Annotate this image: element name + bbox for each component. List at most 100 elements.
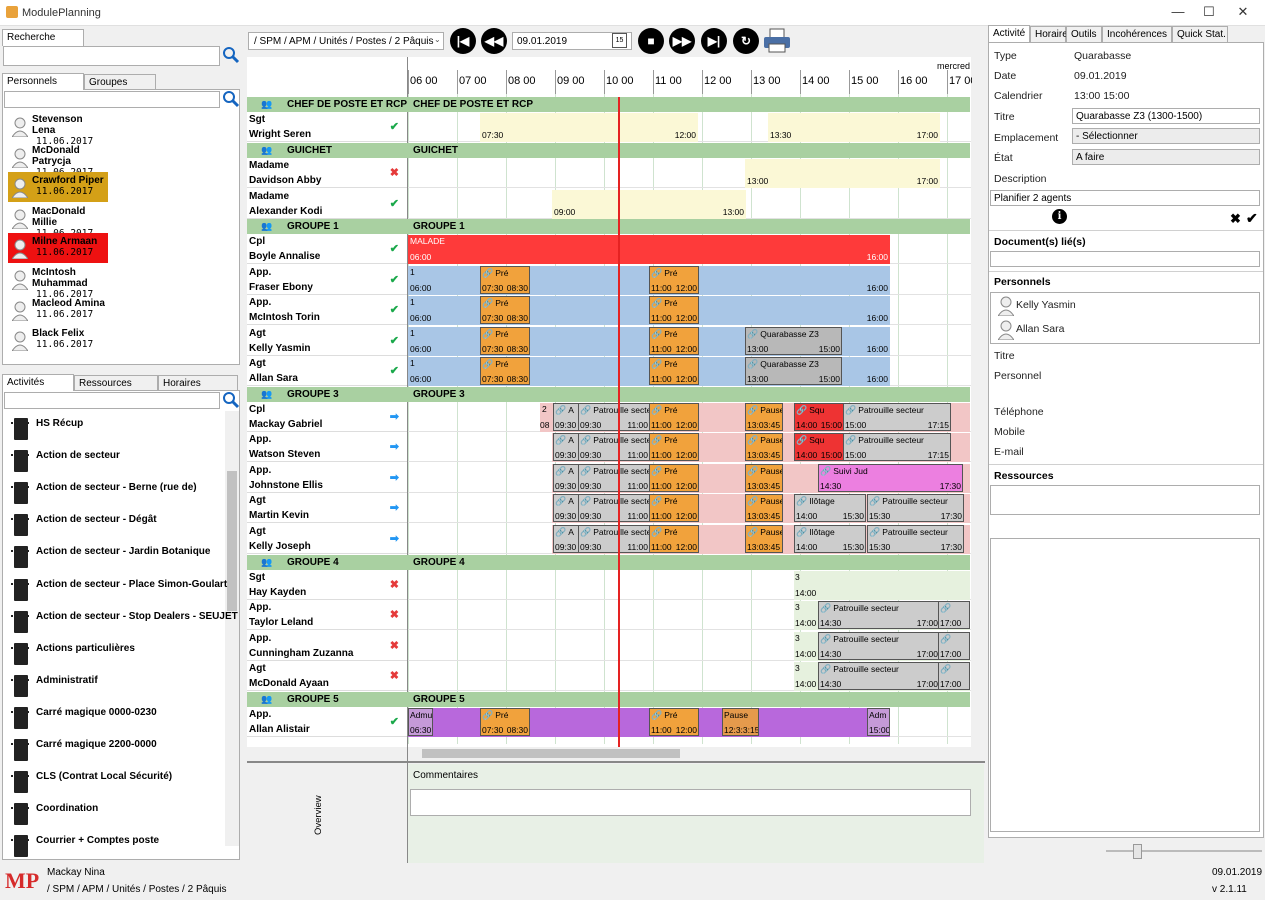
event-box[interactable]: 🔗 A 09:30 xyxy=(553,525,579,553)
event-box[interactable]: 🔗 Pré 07:30 08:30 xyxy=(480,708,530,736)
event-box[interactable]: 🔗 Pause 13:03:45 xyxy=(745,403,783,431)
personnel-search-input[interactable] xyxy=(4,91,220,108)
personnel-row[interactable]: Agt Kelly Yasmin ✔ xyxy=(247,326,407,356)
event-box[interactable]: 🔗 Suivi Jud 14:30 17:30 xyxy=(818,464,963,492)
personnel-item[interactable]: Milne Armaan 11.06.2017 xyxy=(8,233,108,264)
event-box[interactable]: 🔗 Pause 13:03:45 xyxy=(745,464,783,492)
event-box[interactable]: 🔗 Ilôtage 14:00 15:30 xyxy=(794,494,866,522)
personnel-row[interactable]: Cpl Boyle Annalise ✔ xyxy=(247,234,407,264)
event-box[interactable]: 🔗 Pré 11:00 12:00 xyxy=(649,433,699,461)
activity-item[interactable]: Actions particulières xyxy=(11,639,135,669)
event-box[interactable]: 🔗 17:00 xyxy=(938,601,970,629)
event-box[interactable]: 🔗 Pré 11:00 12:00 xyxy=(649,403,699,431)
shift-bar[interactable]: 3 14:00 xyxy=(794,571,970,600)
tab-activites[interactable]: Activités xyxy=(2,374,74,391)
activity-item[interactable]: Action de secteur - Stop Dealers - SEUJE… xyxy=(11,607,238,637)
personnel-item[interactable]: McDonald Patrycja11.06.2017 xyxy=(8,142,108,178)
personnel-row[interactable]: App. Johnstone Ellis ➡ xyxy=(247,463,407,493)
event-box[interactable]: 🔗 Pré 07:30 08:30 xyxy=(480,357,530,385)
event-box[interactable]: 🔗 Patrouille secteur 14:30 17:00 xyxy=(818,601,940,629)
tab-horaire[interactable]: Horaire xyxy=(1030,26,1068,42)
personnel-row[interactable]: Sgt Wright Seren ✔ xyxy=(247,112,407,142)
personnel-row[interactable]: Agt Martin Kevin ➡ xyxy=(247,493,407,523)
print-icon[interactable] xyxy=(763,28,791,54)
event-box[interactable]: 🔗 Patrouille secteur 15:30 17:30 xyxy=(867,525,964,553)
confirm-icon[interactable]: ✔ xyxy=(1246,210,1258,226)
documents-list[interactable] xyxy=(990,251,1260,267)
personnel-row[interactable]: Sgt Hay Kayden ✖ xyxy=(247,570,407,600)
event-box[interactable]: 🔗 Quarabasse Z3 13:00 15:00 xyxy=(745,327,842,355)
event-box[interactable]: 🔗 Patrouille secteur 14:30 17:00 xyxy=(818,632,940,660)
event-box[interactable]: 🔗 A 09:30 xyxy=(553,433,579,461)
names-hscrollbar[interactable] xyxy=(247,747,407,760)
first-icon[interactable]: |◀ xyxy=(450,28,476,54)
assigned-person[interactable]: Allan Sara xyxy=(1016,323,1065,335)
event-box[interactable]: 🔗 Patrouille secteur 15:00 17:15 xyxy=(843,433,951,461)
cancel-icon[interactable]: ✖ xyxy=(1230,211,1241,226)
tab-personnels[interactable]: Personnels xyxy=(2,73,84,90)
personnel-row[interactable]: Agt McDonald Ayaan ✖ xyxy=(247,661,407,691)
activity-item[interactable]: CLS (Contrat Local Sécurité) xyxy=(11,767,172,797)
personnel-row[interactable]: Madame Davidson Abby ✖ xyxy=(247,158,407,188)
event-box[interactable]: 🔗 Pause 13:03:45 xyxy=(745,525,783,553)
event-box[interactable]: 🔗Patrouille secteur 09:30 11:00 xyxy=(578,464,650,492)
info-icon[interactable]: i xyxy=(1052,209,1067,224)
forward-icon[interactable]: ▶▶ xyxy=(669,28,695,54)
personnel-item[interactable]: MacDonald Millie11.06.2017 xyxy=(8,203,108,239)
shift-bar[interactable]: 07:30 12:00 xyxy=(480,113,698,142)
grid-vscrollbar[interactable] xyxy=(972,57,984,747)
personnel-row[interactable]: Madame Alexander Kodi ✔ xyxy=(247,189,407,219)
ressources-list[interactable] xyxy=(990,485,1260,515)
event-box[interactable]: Pause 12:3:3:15 xyxy=(722,708,759,736)
tab-ressources[interactable]: Ressources xyxy=(74,375,158,391)
activities-scrollbar[interactable] xyxy=(225,411,239,846)
event-box[interactable]: 🔗 Pause 13:03:45 xyxy=(745,433,783,461)
stop-icon[interactable]: ■ xyxy=(638,28,664,54)
event-box[interactable]: 🔗 Patrouille secteur 14:30 17:00 xyxy=(818,662,940,690)
personnel-row[interactable]: App. Cunningham Zuzanna ✖ xyxy=(247,631,407,661)
activity-item[interactable]: Courrier + Comptes poste xyxy=(11,831,159,861)
personnel-row[interactable]: App. McIntosh Torin ✔ xyxy=(247,295,407,325)
personnel-row[interactable]: App. Watson Steven ➡ xyxy=(247,432,407,462)
activity-item[interactable]: Action de secteur - Dégât xyxy=(11,510,157,540)
activity-item[interactable]: Carré magique 2200-0000 xyxy=(11,735,157,765)
event-box[interactable]: 🔗 Pause 13:03:45 xyxy=(745,494,783,522)
grid-hscrollbar[interactable] xyxy=(408,747,971,760)
last-icon[interactable]: ▶| xyxy=(701,28,727,54)
personnel-item[interactable]: Crawford Piper 11.06.2017 xyxy=(8,172,108,203)
comments-input[interactable] xyxy=(410,789,971,816)
event-box[interactable]: 🔗 A 09:30 xyxy=(553,494,579,522)
event-box[interactable]: 🔗 Squ 14:00 15:00 xyxy=(794,403,844,431)
event-box[interactable]: 🔗 Pré 07:30 08:30 xyxy=(480,266,530,294)
personnel-row[interactable]: App. Allan Alistair ✔ xyxy=(247,707,407,737)
event-box[interactable]: 🔗 Pré 11:00 12:00 xyxy=(649,266,699,294)
tab-activite[interactable]: Activité xyxy=(988,25,1030,42)
notes-area[interactable] xyxy=(990,538,1260,832)
assigned-personnel-list[interactable] xyxy=(990,292,1260,344)
event-box[interactable]: 🔗 Pré 11:00 12:00 xyxy=(649,494,699,522)
personnel-row[interactable]: Agt Allan Sara ✔ xyxy=(247,356,407,386)
event-box[interactable]: 🔗 Quarabasse Z3 13:00 15:00 xyxy=(745,357,842,385)
event-box[interactable]: 🔗 Pré 11:00 12:00 xyxy=(649,296,699,324)
titre-input[interactable]: Quarabasse Z3 (1300-1500) xyxy=(1072,108,1260,124)
date-input[interactable]: 09.01.2019 xyxy=(512,32,632,50)
personnel-item[interactable]: Black Felix 11.06.2017 xyxy=(8,325,108,355)
event-box[interactable]: 🔗 Ilôtage 14:00 15:30 xyxy=(794,525,866,553)
event-box[interactable]: 🔗 Pré 11:00 12:00 xyxy=(649,708,699,736)
shift-bar[interactable]: 09:00 13:00 xyxy=(552,190,746,219)
minimize-button[interactable]: — xyxy=(1171,4,1185,19)
event-box[interactable]: Adm 15:00 xyxy=(867,708,890,736)
event-box[interactable]: 🔗 Pré 11:00 12:00 xyxy=(649,327,699,355)
event-box[interactable]: 🔗 Pré 11:00 12:00 xyxy=(649,525,699,553)
search-icon[interactable] xyxy=(222,46,240,64)
event-box[interactable]: 🔗 Pré 07:30 08:30 xyxy=(480,327,530,355)
event-box[interactable]: 🔗 Patrouille secteur 15:30 17:30 xyxy=(867,494,964,522)
event-box[interactable]: 🔗Patrouille secteur 09:30 11:00 xyxy=(578,525,650,553)
event-box[interactable]: 🔗 Pré 11:00 12:00 xyxy=(649,357,699,385)
absence-bar[interactable]: MALADE 06:00 16:00 xyxy=(408,235,890,264)
rewind-icon[interactable]: ◀◀ xyxy=(481,28,507,54)
event-box[interactable]: 🔗 Pré 11:00 12:00 xyxy=(649,464,699,492)
shift-bar[interactable]: 2 08 xyxy=(540,403,552,432)
tab-recherche[interactable]: Recherche xyxy=(2,29,84,46)
personnel-row[interactable]: Cpl Mackay Gabriel ➡ xyxy=(247,402,407,432)
